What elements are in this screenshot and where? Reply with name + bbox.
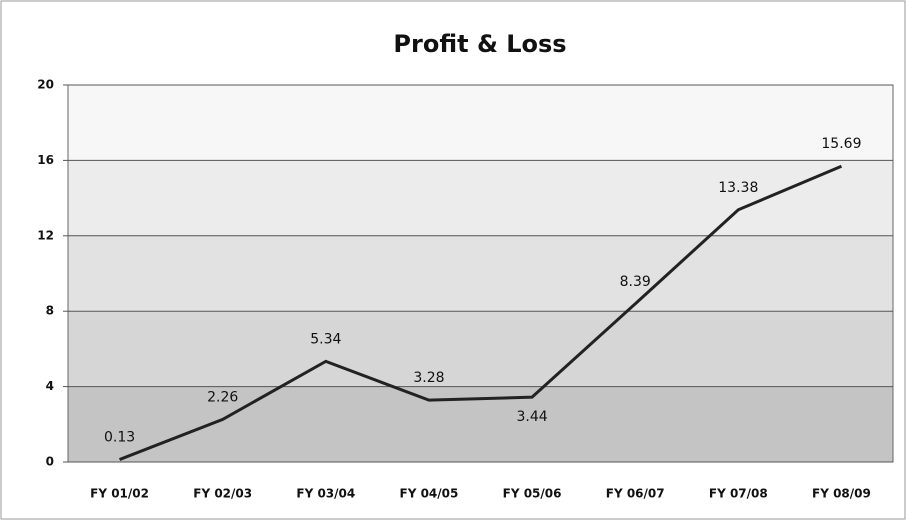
data-label: 13.38 (718, 180, 758, 196)
x-tick-label: FY 03/04 (296, 487, 355, 501)
plot-bands (68, 85, 893, 462)
data-label: 8.39 (620, 274, 651, 290)
plot-band (68, 235, 893, 312)
data-label: 5.34 (310, 331, 341, 347)
line-series (119, 164, 843, 461)
data-label: 3.44 (516, 409, 547, 425)
x-tick-label: FY 07/08 (709, 487, 768, 501)
y-tick-label: 4 (46, 379, 54, 393)
x-tick-label: FY 08/09 (812, 487, 871, 501)
chart-title: Profit & Loss (393, 30, 566, 58)
data-label: 0.13 (104, 430, 135, 446)
y-tick-label: 20 (37, 78, 54, 92)
x-tick-label: FY 04/05 (400, 487, 459, 501)
x-tick-label: FY 06/07 (606, 487, 665, 501)
x-tick-label: FY 05/06 (503, 487, 562, 501)
y-tick-label: 0 (46, 455, 54, 469)
x-tick-label: FY 02/03 (193, 487, 252, 501)
data-label: 2.26 (207, 389, 238, 405)
plot-band (68, 160, 893, 236)
plot-band (68, 85, 893, 161)
data-label: 3.28 (413, 370, 444, 386)
plot-band (68, 311, 893, 387)
y-tick-label: 12 (37, 228, 54, 242)
x-tick-label: FY 01/02 (90, 487, 149, 501)
y-tick-label: 8 (46, 304, 54, 318)
data-label: 15.69 (821, 136, 861, 152)
y-tick-label: 16 (37, 153, 54, 167)
